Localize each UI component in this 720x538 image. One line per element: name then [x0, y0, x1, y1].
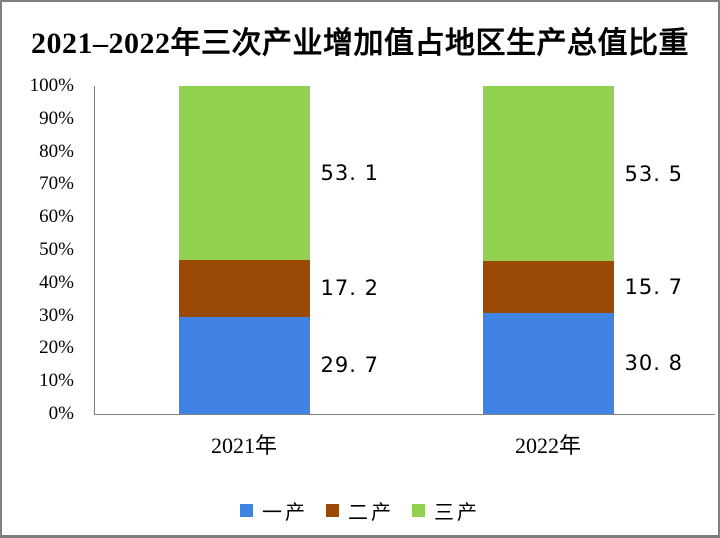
data-label: 53. 1 [320, 161, 379, 186]
x-category-label: 2022年 [514, 433, 581, 458]
data-label: 17. 2 [320, 276, 379, 301]
legend-swatch-icon [240, 504, 253, 517]
y-tick-label: 90% [39, 107, 74, 129]
y-tick-label: 70% [39, 173, 74, 195]
y-tick-label: 50% [39, 239, 74, 260]
legend-item: 一产 [240, 496, 308, 525]
chart-title: 2021–2022年三次产业增加值占地区生产总值比重 [31, 27, 689, 60]
bar-segment-三产 [482, 86, 614, 262]
legend-item: 三产 [412, 496, 480, 525]
y-tick-label: 60% [39, 206, 74, 228]
bar-segment-三产 [178, 86, 310, 261]
plot-area [94, 86, 715, 415]
legend: 一产 二产 三产 [2, 496, 718, 525]
x-category-label: 2021年 [210, 433, 277, 458]
data-label: 53. 5 [624, 161, 683, 186]
data-label: 29. 7 [320, 353, 379, 378]
y-tick-label: 100% [29, 75, 74, 96]
legend-item: 二产 [326, 496, 394, 525]
legend-swatch-icon [412, 504, 425, 517]
legend-swatch-icon [326, 504, 339, 517]
legend-label: 一产 [262, 502, 308, 524]
data-label: 30. 8 [624, 351, 683, 376]
y-tick-label: 80% [39, 140, 74, 162]
bar-segment-一产 [482, 312, 614, 414]
data-label: 15. 7 [624, 275, 683, 300]
y-tick-label: 0% [48, 403, 74, 424]
bar-segment-一产 [178, 316, 310, 414]
legend-label: 二产 [348, 502, 394, 524]
bar-segment-二产 [482, 261, 614, 313]
bar-segment-二产 [178, 260, 310, 317]
y-tick-label: 30% [39, 304, 74, 326]
y-tick-label: 10% [39, 370, 74, 392]
y-tick-label: 40% [39, 271, 74, 293]
y-tick-label: 20% [39, 337, 74, 359]
legend-label: 三产 [434, 502, 480, 524]
